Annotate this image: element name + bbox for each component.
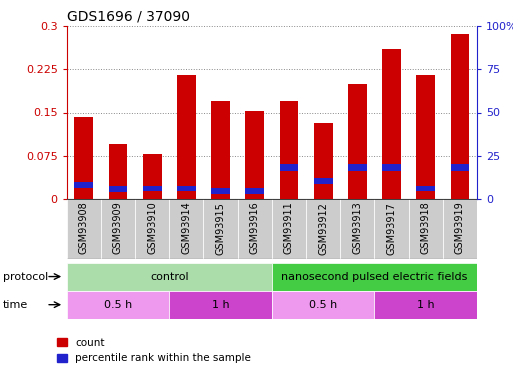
Text: GSM93914: GSM93914 xyxy=(182,202,191,255)
Text: GSM93913: GSM93913 xyxy=(352,202,362,255)
Bar xyxy=(348,84,367,199)
Bar xyxy=(374,291,477,319)
Bar xyxy=(211,101,230,199)
Text: GSM93919: GSM93919 xyxy=(455,202,465,255)
Text: 1 h: 1 h xyxy=(417,300,435,310)
Bar xyxy=(177,186,196,191)
Bar xyxy=(382,164,401,171)
Bar xyxy=(109,186,127,192)
Bar xyxy=(169,199,204,259)
Bar xyxy=(143,154,162,199)
Text: GSM93908: GSM93908 xyxy=(79,202,89,255)
Text: GSM93915: GSM93915 xyxy=(215,202,226,255)
Bar xyxy=(280,101,299,199)
Text: protocol: protocol xyxy=(3,272,48,282)
Bar xyxy=(67,262,272,291)
Bar xyxy=(272,262,477,291)
Bar xyxy=(74,182,93,188)
Text: time: time xyxy=(3,300,28,310)
Bar xyxy=(204,199,238,259)
Bar xyxy=(314,123,332,199)
Text: GSM93916: GSM93916 xyxy=(250,202,260,255)
Bar xyxy=(74,117,93,199)
Text: 1 h: 1 h xyxy=(212,300,229,310)
Bar xyxy=(211,188,230,194)
Bar xyxy=(67,291,169,319)
Bar xyxy=(238,199,272,259)
Bar xyxy=(417,75,435,199)
Text: control: control xyxy=(150,272,189,282)
Bar xyxy=(272,291,374,319)
Bar xyxy=(245,188,264,194)
Bar xyxy=(443,199,477,259)
Text: GSM93909: GSM93909 xyxy=(113,202,123,255)
Bar xyxy=(314,178,332,184)
Bar xyxy=(348,164,367,171)
Bar xyxy=(272,199,306,259)
Bar xyxy=(417,186,435,191)
Text: GSM93917: GSM93917 xyxy=(387,202,397,255)
Bar xyxy=(382,49,401,199)
Bar xyxy=(374,199,409,259)
Text: 0.5 h: 0.5 h xyxy=(104,300,132,310)
Bar xyxy=(450,164,469,171)
Text: GSM93910: GSM93910 xyxy=(147,202,157,255)
Bar xyxy=(450,34,469,199)
Bar xyxy=(143,186,162,191)
Bar xyxy=(306,199,340,259)
Text: GSM93912: GSM93912 xyxy=(318,202,328,255)
Bar xyxy=(109,144,127,199)
Text: GSM93918: GSM93918 xyxy=(421,202,431,255)
Text: GSM93911: GSM93911 xyxy=(284,202,294,255)
Bar xyxy=(409,199,443,259)
Bar xyxy=(245,111,264,199)
Text: 0.5 h: 0.5 h xyxy=(309,300,338,310)
Bar xyxy=(67,199,101,259)
Bar xyxy=(135,199,169,259)
Bar xyxy=(280,164,299,171)
Bar xyxy=(340,199,374,259)
Bar xyxy=(177,75,196,199)
Bar xyxy=(169,291,272,319)
Text: GDS1696 / 37090: GDS1696 / 37090 xyxy=(67,10,190,24)
Text: nanosecond pulsed electric fields: nanosecond pulsed electric fields xyxy=(281,272,468,282)
Bar xyxy=(101,199,135,259)
Legend: count, percentile rank within the sample: count, percentile rank within the sample xyxy=(56,338,251,363)
